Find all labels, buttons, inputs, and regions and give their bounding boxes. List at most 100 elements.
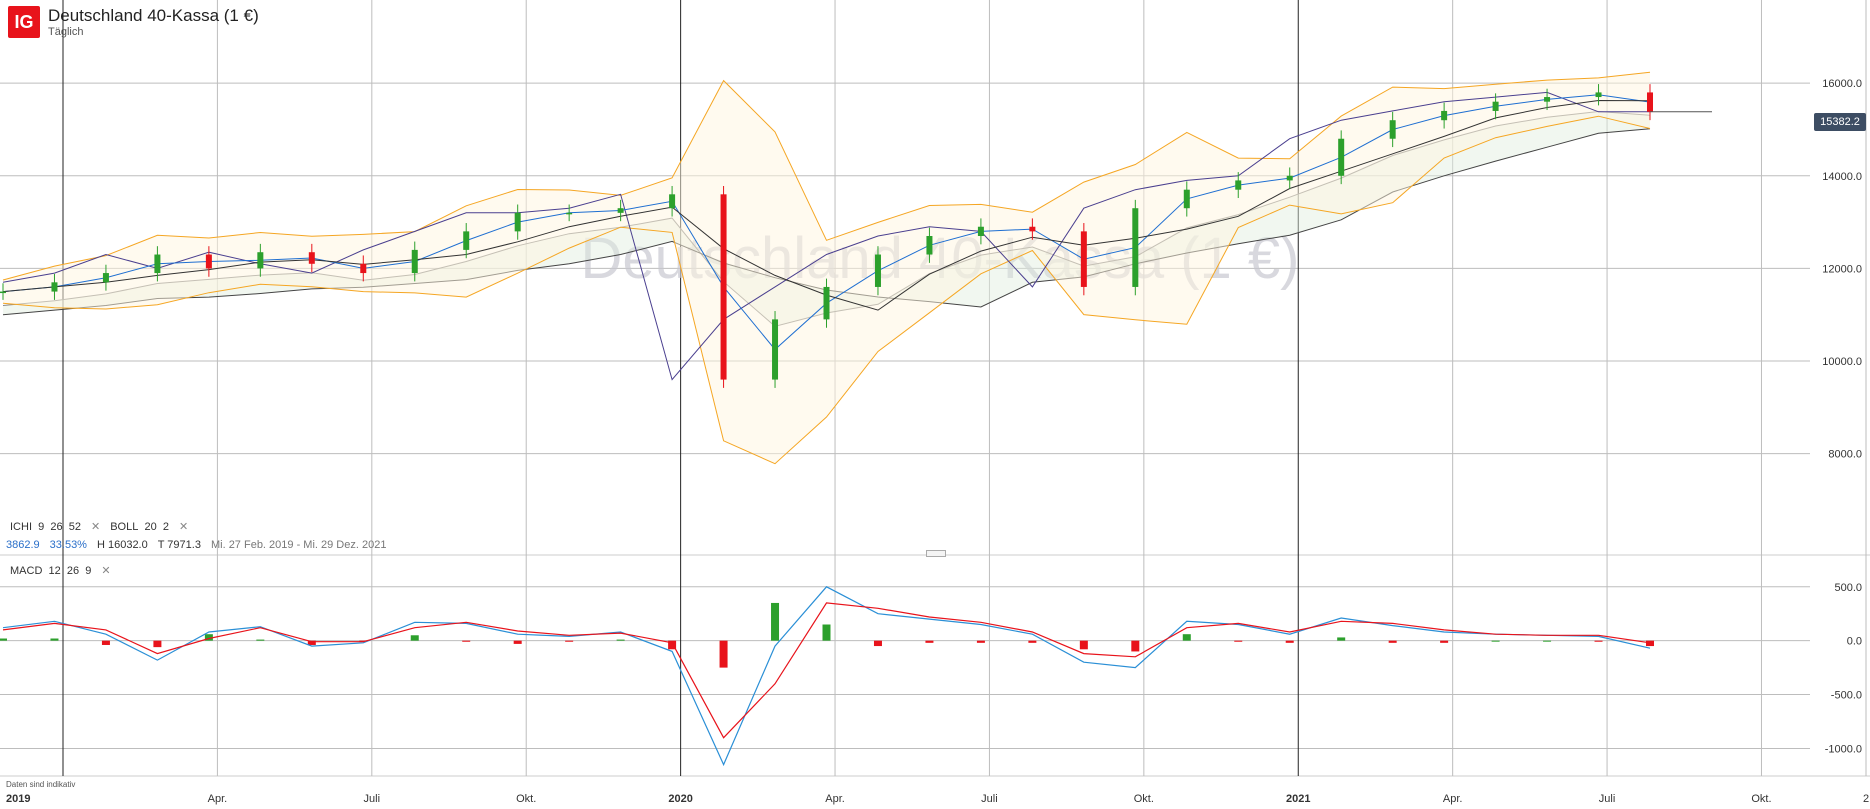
candle-body xyxy=(154,254,161,274)
macd-histogram-bar xyxy=(1028,640,1037,643)
candle-body xyxy=(1544,97,1551,102)
macd-remove-icon[interactable]: ✕ xyxy=(101,565,111,577)
candle-body xyxy=(1080,231,1087,287)
candle-body xyxy=(772,319,779,380)
macd-histogram-bar xyxy=(1491,640,1500,642)
macd-histogram-bar xyxy=(204,634,213,641)
macd-legend-label[interactable]: MACD 12 26 9 xyxy=(10,564,92,577)
boll-remove-icon[interactable]: ✕ xyxy=(178,521,189,533)
time-tick-label: Juli xyxy=(364,793,381,805)
candle-body xyxy=(51,282,58,292)
macd-histogram-bar xyxy=(256,639,265,641)
candle-body xyxy=(1338,138,1345,176)
candle-body xyxy=(102,273,109,283)
candle-body xyxy=(1595,92,1602,98)
change-value: 3862.9 xyxy=(6,539,40,551)
ichi-remove-icon[interactable]: ✕ xyxy=(91,521,101,533)
macd-histogram-bar xyxy=(719,640,728,668)
change-percent: 33.53% xyxy=(49,539,87,551)
candle-body xyxy=(1235,180,1242,190)
macd-histogram-bar xyxy=(1646,640,1654,647)
macd-histogram-bar xyxy=(873,640,882,647)
candle-body xyxy=(617,208,624,213)
macd-histogram-bar xyxy=(1285,640,1294,643)
time-tick-label: Okt. xyxy=(516,793,536,805)
candle-body xyxy=(720,194,727,380)
panel-resize-handle[interactable] xyxy=(926,550,946,557)
price-tick-label: 16000.0 xyxy=(1822,78,1862,90)
candle-body xyxy=(566,212,573,215)
candle-body xyxy=(514,212,521,232)
date-range: Mi. 27 Feb. 2019 - Mi. 29 Dez. 2021 xyxy=(210,539,387,551)
time-tick-label: Juli xyxy=(981,793,998,805)
macd-histogram-bar xyxy=(462,640,471,642)
high-value: H 16032.0 xyxy=(96,539,148,551)
ichi-legend[interactable]: ICHI 9 26 52 xyxy=(10,520,81,533)
candle-body xyxy=(0,291,6,294)
macd-histogram-bar xyxy=(1234,640,1243,642)
time-tick-label: Okt. xyxy=(1134,793,1154,805)
macd-histogram-bar xyxy=(101,640,110,645)
candle-body xyxy=(1441,110,1448,121)
chart-header: IG Deutschland 40-Kassa (1 €) Täglich xyxy=(8,6,259,38)
macd-tick-label: -500.0 xyxy=(1831,690,1862,702)
candle-body xyxy=(1492,101,1499,111)
macd-tick-label: 0.0 xyxy=(1847,636,1862,648)
candle-body xyxy=(874,254,881,287)
boll-legend[interactable]: BOLL 20 2 xyxy=(110,520,169,533)
macd-histogram-bar xyxy=(1182,634,1191,641)
candle-body xyxy=(1389,120,1396,139)
candle-body xyxy=(1029,226,1036,232)
macd-histogram-bar xyxy=(565,640,574,642)
candle-body xyxy=(463,231,470,250)
candle-body xyxy=(205,254,212,269)
time-tick-label: 2 xyxy=(1863,793,1869,805)
macd-line xyxy=(2,586,1651,767)
macd-histogram-bar xyxy=(616,639,625,641)
candle-body xyxy=(1183,189,1190,209)
price-tick-label: 12000.0 xyxy=(1822,263,1862,275)
current-price-badge: 15382.2 xyxy=(1814,113,1866,131)
time-tick-label: Okt. xyxy=(1751,793,1771,805)
macd-signal-line xyxy=(2,602,1651,739)
macd-histogram-bar xyxy=(1594,640,1603,642)
price-tick-label: 8000.0 xyxy=(1828,449,1862,461)
candle-body xyxy=(360,263,367,274)
time-tick-label: 2019 xyxy=(6,793,30,805)
candle-body xyxy=(257,252,264,269)
macd-histogram-bar xyxy=(1337,637,1346,641)
macd-histogram-bar xyxy=(1388,640,1397,643)
candle-body xyxy=(411,249,418,274)
bollinger-upper-line xyxy=(2,71,1651,281)
time-tick-label: Juli xyxy=(1599,793,1616,805)
price-tick-label: 10000.0 xyxy=(1822,356,1862,368)
ichimoku-chikou-line xyxy=(2,91,1650,381)
macd-legend: MACD 12 26 9 ✕ xyxy=(10,564,111,578)
macd-histogram-bar xyxy=(513,640,522,644)
macd-histogram-bar xyxy=(925,640,934,643)
bollinger-lower-line xyxy=(2,115,1651,465)
macd-tick-label: -1000.0 xyxy=(1825,743,1862,755)
macd-histogram-bar xyxy=(1131,640,1140,652)
price-indicator-legend: ICHI 9 26 52 ✕ BOLL 20 2 ✕ xyxy=(10,520,189,534)
time-tick-label: 2020 xyxy=(668,793,692,805)
chart-title: Deutschland 40-Kassa (1 €) xyxy=(48,6,259,25)
chart-interval: Täglich xyxy=(48,26,84,38)
candle-body xyxy=(1132,208,1139,287)
candle-body xyxy=(926,236,933,255)
candle-body xyxy=(308,252,315,264)
time-tick-label: Apr. xyxy=(1443,793,1463,805)
price-tick-label: 14000.0 xyxy=(1822,171,1862,183)
macd-histogram-bar xyxy=(976,640,985,643)
macd-histogram-bar xyxy=(668,640,677,650)
macd-histogram-bar xyxy=(50,638,59,641)
time-tick-label: Apr. xyxy=(208,793,228,805)
macd-histogram-bar xyxy=(410,635,419,641)
macd-tick-label: 500.0 xyxy=(1834,582,1862,594)
low-value: T 7971.3 xyxy=(157,539,201,551)
bollinger-band-fill xyxy=(3,72,1650,464)
candle-body xyxy=(977,226,984,236)
macd-histogram-bar xyxy=(771,602,780,641)
ig-logo: IG xyxy=(8,6,40,38)
